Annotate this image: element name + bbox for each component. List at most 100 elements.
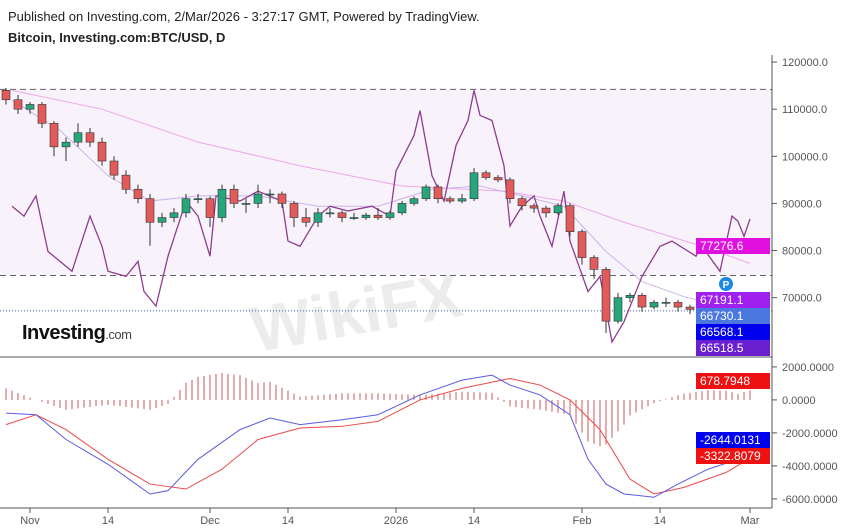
ma-slow-line bbox=[11, 89, 751, 264]
y-tick-label: 100000.0 bbox=[782, 151, 828, 163]
candle bbox=[385, 212, 395, 218]
x-tick-label: 2026 bbox=[384, 515, 408, 527]
candle bbox=[529, 205, 539, 209]
candle bbox=[361, 214, 371, 218]
macd-y-tick-label: -2000.0000 bbox=[782, 428, 838, 440]
candle bbox=[649, 302, 659, 308]
candle bbox=[85, 132, 95, 143]
p-marker bbox=[719, 277, 733, 291]
candle bbox=[397, 203, 407, 214]
candle bbox=[625, 294, 635, 298]
candle bbox=[517, 198, 527, 207]
price-label: 66518.5 bbox=[700, 341, 744, 355]
candle bbox=[505, 179, 515, 199]
price-label: 67191.1 bbox=[700, 293, 744, 307]
price-label-bg bbox=[696, 238, 770, 254]
candle bbox=[373, 214, 383, 218]
y-tick-label: 120000.0 bbox=[782, 57, 828, 69]
candle bbox=[613, 297, 623, 322]
candle bbox=[673, 302, 683, 308]
x-tick-label: Nov bbox=[20, 515, 40, 527]
candle bbox=[217, 188, 227, 218]
candle bbox=[109, 160, 119, 176]
investing-logo: Investing.com bbox=[22, 322, 132, 345]
macd-label-bg bbox=[696, 448, 770, 464]
candle bbox=[661, 302, 671, 304]
macd-y-tick-label: 0.0000 bbox=[782, 395, 816, 407]
candle bbox=[577, 231, 587, 258]
macd-label-bg bbox=[696, 432, 770, 448]
candle bbox=[277, 193, 287, 204]
candle bbox=[565, 205, 575, 232]
macd-y-tick-label: -4000.0000 bbox=[782, 461, 838, 473]
logo-suffix: .com bbox=[105, 327, 132, 342]
y-tick-label: 90000.0 bbox=[782, 198, 822, 210]
candle bbox=[481, 172, 491, 178]
candle bbox=[169, 212, 179, 218]
candle bbox=[97, 141, 107, 162]
macd-y-tick-label: 2000.0000 bbox=[782, 362, 834, 374]
p-marker-label: P bbox=[723, 280, 730, 291]
y-tick-label: 110000.0 bbox=[782, 104, 827, 116]
price-label-bg bbox=[696, 324, 770, 340]
price-label-bg bbox=[696, 292, 770, 308]
candle bbox=[445, 198, 455, 202]
macd-label-bg bbox=[696, 373, 770, 389]
price-label-bg bbox=[696, 340, 770, 356]
x-tick-label: Dec bbox=[200, 515, 220, 527]
candle bbox=[181, 198, 191, 214]
y-tick-label: 80000.0 bbox=[782, 246, 822, 258]
candle bbox=[457, 198, 467, 202]
candle bbox=[637, 294, 647, 308]
candle bbox=[469, 172, 479, 199]
logo-text: Investing bbox=[22, 322, 106, 344]
x-tick-label: Mar bbox=[741, 515, 760, 527]
macd-label: -3322.8079 bbox=[700, 449, 761, 463]
x-tick-label: 14 bbox=[102, 515, 114, 527]
overlay-line bbox=[11, 90, 751, 344]
macd-label: 678.7948 bbox=[700, 374, 750, 388]
candle bbox=[325, 212, 335, 215]
candle bbox=[253, 193, 263, 204]
candle bbox=[349, 217, 359, 219]
macd-line bbox=[5, 374, 757, 498]
candle bbox=[601, 269, 611, 322]
candle bbox=[49, 123, 59, 148]
candle bbox=[301, 217, 311, 223]
candle bbox=[493, 177, 503, 181]
signal-line bbox=[5, 377, 757, 495]
candle bbox=[121, 174, 131, 190]
candle bbox=[421, 186, 431, 199]
x-tick-label: 14 bbox=[468, 515, 480, 527]
macd-y-tick-label: -6000.0000 bbox=[782, 494, 838, 506]
candle bbox=[25, 104, 35, 110]
candle bbox=[205, 198, 215, 218]
candle bbox=[157, 217, 167, 223]
price-label: 77276.6 bbox=[700, 239, 744, 253]
candle bbox=[133, 188, 143, 199]
published-caption: Published on Investing.com, 2/Mar/2026 -… bbox=[8, 9, 480, 24]
price-label: 66568.1 bbox=[700, 325, 744, 339]
candle bbox=[193, 198, 203, 200]
y-tick-label: 70000.0 bbox=[782, 293, 822, 305]
candle bbox=[13, 99, 23, 110]
candle bbox=[685, 306, 695, 310]
candle bbox=[229, 188, 239, 204]
candle bbox=[61, 141, 71, 148]
candle bbox=[409, 198, 419, 204]
price-label: 66730.1 bbox=[700, 309, 744, 323]
candle bbox=[73, 132, 83, 143]
candle bbox=[433, 186, 443, 199]
candle bbox=[313, 212, 323, 223]
candle bbox=[589, 257, 599, 270]
candle bbox=[541, 207, 551, 214]
candle bbox=[337, 212, 347, 218]
candle bbox=[553, 205, 563, 214]
x-tick-label: 14 bbox=[282, 515, 294, 527]
symbol-title: Bitcoin, Investing.com:BTC/USD, D bbox=[8, 30, 226, 45]
candle bbox=[265, 193, 275, 196]
x-tick-label: Feb bbox=[573, 515, 592, 527]
candle bbox=[289, 203, 299, 218]
candle bbox=[241, 203, 251, 205]
